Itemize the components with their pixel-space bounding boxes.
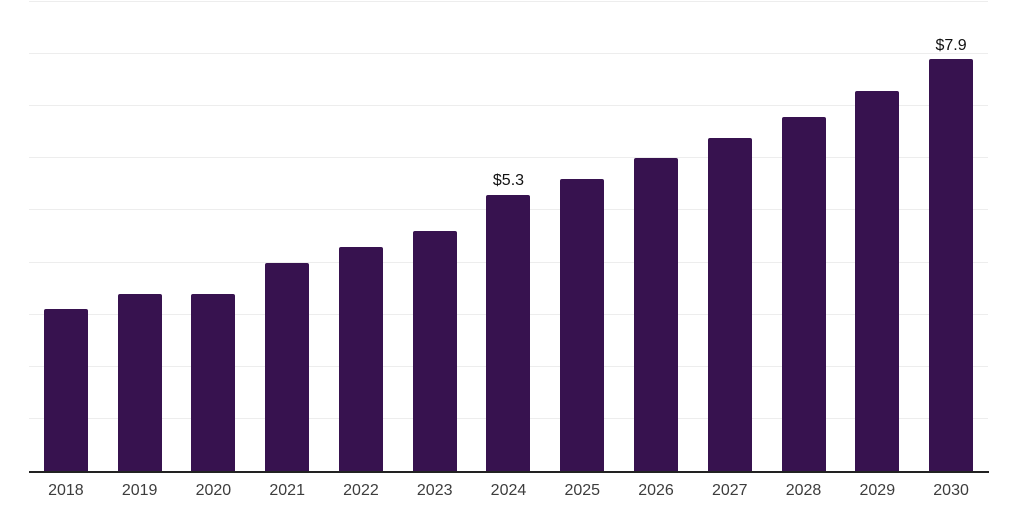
x-tick-label-2026: 2026 <box>638 482 674 499</box>
bar-2023 <box>412 231 457 471</box>
bar-column-2026 <box>619 2 693 471</box>
x-tick-label-2028: 2028 <box>785 482 822 499</box>
bar-column-2023 <box>398 2 472 471</box>
bar-column-2024: $5.3 <box>472 2 546 471</box>
gridline-9 <box>29 1 988 2</box>
x-tick-label-2022: 2022 <box>343 482 379 499</box>
bar-2027 <box>707 137 752 471</box>
bars: $5.3 $7.9 <box>29 2 988 471</box>
x-tick-label-2024: 2024 <box>490 482 527 499</box>
bar-2028 <box>781 116 826 471</box>
x-tick-label-2020: 2020 <box>195 482 232 499</box>
bar-2029 <box>855 90 900 471</box>
x-axis-labels: 2018 2019 2020 2021 2022 2023 2024 2025 2026 2027… <box>29 480 988 502</box>
bar-column-2028 <box>767 2 841 471</box>
bar-2026 <box>634 158 678 471</box>
bar-column-2019 <box>103 2 177 471</box>
bar-2025 <box>560 179 605 471</box>
x-tick-label-2025: 2025 <box>564 482 601 499</box>
bar-2019 <box>117 293 162 471</box>
x-tick-label-2030: 2030 <box>933 482 969 499</box>
x-tick-label-2021: 2021 <box>269 482 305 499</box>
bar-2021 <box>265 262 310 471</box>
bar-column-2027 <box>693 2 767 471</box>
bar-2018 <box>43 309 88 471</box>
value-label-2030: $7.9 <box>935 36 967 54</box>
x-tick-label-2023: 2023 <box>416 482 453 499</box>
bar-2024 <box>486 194 531 471</box>
gridline-6 <box>29 157 988 159</box>
gridline-7 <box>29 105 988 107</box>
bar-column-2021 <box>250 2 324 471</box>
bar-2022 <box>338 246 383 471</box>
bar-2020 <box>191 293 236 471</box>
x-tick-label-2027: 2027 <box>711 482 748 499</box>
bar-column-2020 <box>177 2 251 471</box>
x-axis-line <box>29 471 989 473</box>
bar-column-2029 <box>840 2 914 471</box>
x-tick-label-2029: 2029 <box>859 482 896 499</box>
bar-column-2018 <box>29 2 103 471</box>
bar-column-2022 <box>324 2 398 471</box>
bar-column-2025 <box>545 2 619 471</box>
plot-area: $5.3 $7.9 <box>29 1 988 471</box>
value-label-2024: $5.3 <box>492 172 525 190</box>
x-tick-label-2018: 2018 <box>48 482 84 499</box>
bar-2030 <box>929 59 974 471</box>
gridline-8 <box>29 53 988 55</box>
bar-column-2030: $7.9 <box>914 2 988 471</box>
x-tick-label-2019: 2019 <box>121 482 158 499</box>
